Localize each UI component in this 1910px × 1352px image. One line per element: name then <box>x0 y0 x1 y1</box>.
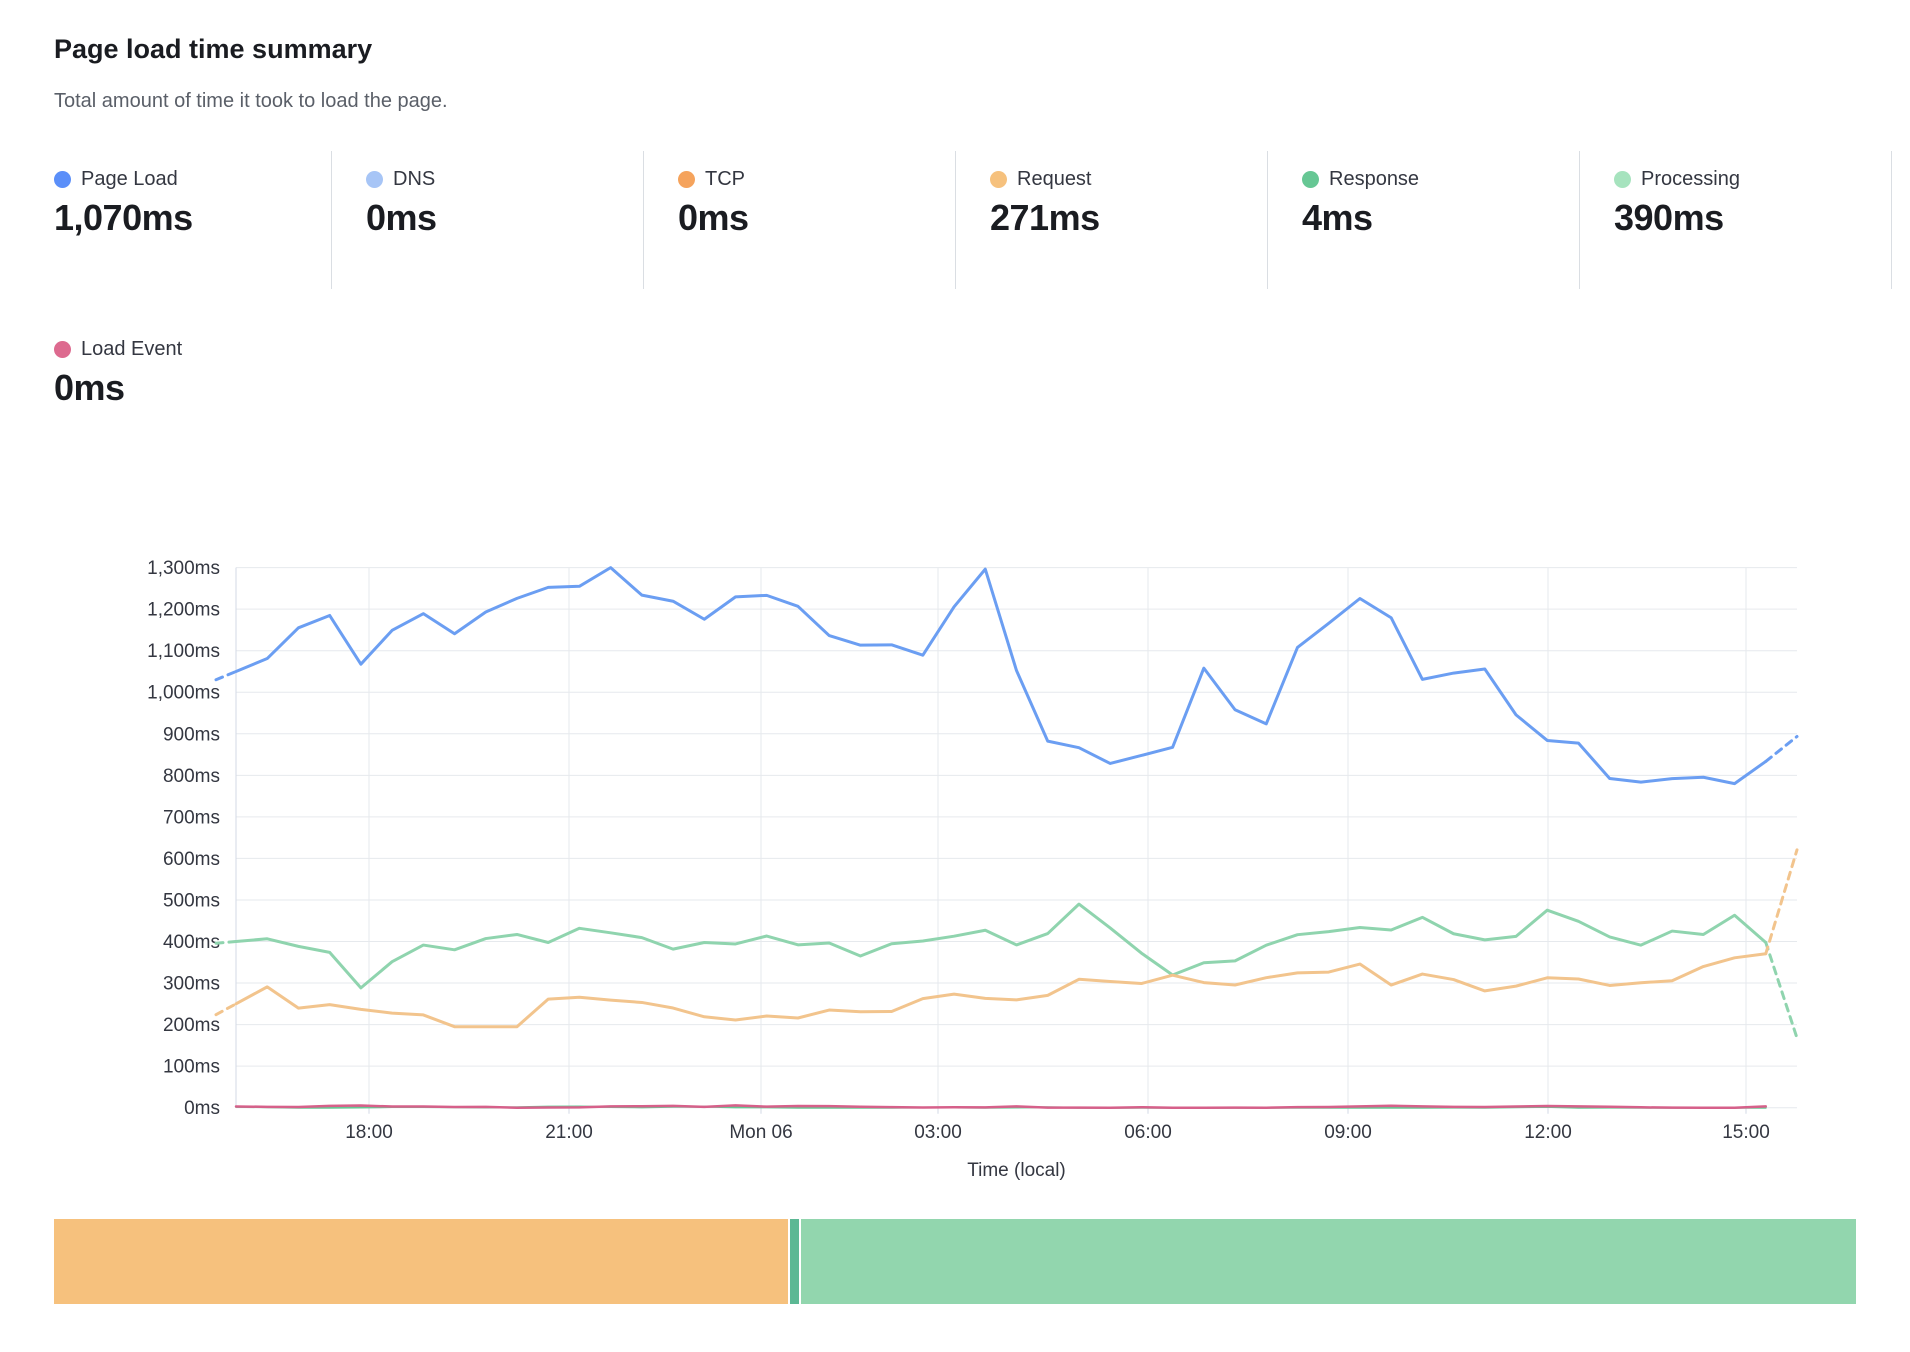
svg-text:1,100ms: 1,100ms <box>147 641 220 662</box>
svg-text:800ms: 800ms <box>163 766 220 787</box>
svg-text:200ms: 200ms <box>163 1015 220 1036</box>
svg-text:400ms: 400ms <box>163 932 220 953</box>
svg-text:500ms: 500ms <box>163 890 220 911</box>
svg-text:1,000ms: 1,000ms <box>147 683 220 704</box>
svg-text:1,200ms: 1,200ms <box>147 600 220 621</box>
svg-text:0ms: 0ms <box>184 1098 220 1119</box>
svg-text:1,300ms: 1,300ms <box>147 558 220 579</box>
svg-text:700ms: 700ms <box>163 807 220 828</box>
svg-text:300ms: 300ms <box>163 974 220 995</box>
svg-text:100ms: 100ms <box>163 1057 220 1078</box>
svg-text:600ms: 600ms <box>163 849 220 870</box>
svg-text:900ms: 900ms <box>163 724 220 745</box>
